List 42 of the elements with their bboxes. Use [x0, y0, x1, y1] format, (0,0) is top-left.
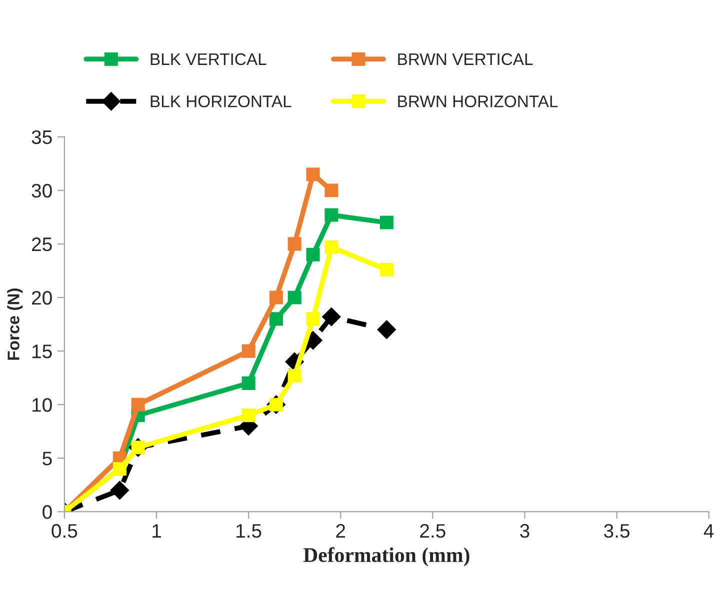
- point: [306, 312, 320, 326]
- point: [306, 168, 320, 182]
- y-tick-label: 10: [32, 398, 52, 412]
- x-tick-label: 3.5: [604, 524, 630, 538]
- point: [324, 240, 338, 254]
- point: [131, 398, 145, 412]
- x-axis-title: Deformation (mm): [303, 547, 470, 566]
- point: [242, 376, 256, 390]
- y-tick-label: 35: [32, 130, 52, 144]
- x-tick-label: 2: [336, 524, 346, 538]
- legend-label: BLK VERTICAL: [150, 53, 266, 66]
- point: [269, 290, 283, 304]
- x-tick-label: 1.5: [236, 524, 262, 538]
- x-tick-label: 3: [520, 524, 530, 538]
- point: [322, 307, 341, 326]
- point: [288, 368, 302, 382]
- point: [242, 408, 256, 422]
- point: [269, 312, 283, 326]
- point: [324, 208, 338, 222]
- y-axis-title: Force (N): [7, 288, 23, 360]
- point: [110, 480, 130, 500]
- y-tick-label: 20: [32, 290, 52, 305]
- point: [380, 262, 394, 276]
- legend-label: BLK HORIZONTAL: [150, 96, 292, 108]
- point: [380, 216, 394, 230]
- point: [377, 320, 396, 339]
- y-tick-label: 0: [42, 505, 52, 519]
- y-tick-label: 30: [32, 184, 52, 198]
- point: [288, 237, 302, 251]
- y-tick-label: 25: [32, 237, 52, 252]
- y-tick-label: 5: [42, 452, 52, 466]
- x-tick-label: 2.5: [420, 524, 446, 538]
- y-tick-label: 15: [32, 344, 52, 358]
- point: [306, 248, 320, 262]
- x-tick-label: 4: [704, 524, 714, 538]
- legend-label: BRWN HORIZONTAL: [398, 96, 558, 108]
- point: [288, 290, 302, 304]
- x-tick-label: 1: [152, 524, 161, 538]
- x-tick-label: 0.5: [52, 524, 78, 538]
- point: [324, 184, 338, 198]
- point: [242, 344, 256, 358]
- legend-label: BRWN VERTICAL: [398, 53, 533, 66]
